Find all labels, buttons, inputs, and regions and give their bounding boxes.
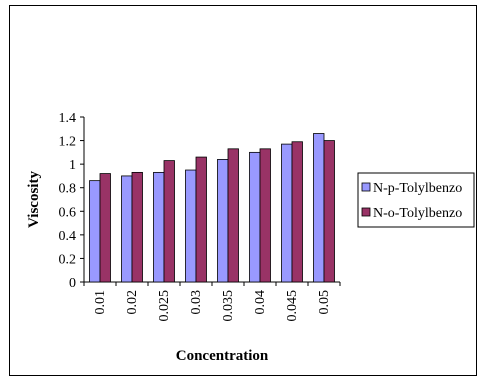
y-tick-label: 0 (69, 276, 76, 291)
y-axis-title: Viscosity (26, 171, 42, 228)
x-tick-label: 0.05 (317, 290, 332, 315)
bar-n-o-tolylbenzo-0.035 (227, 148, 239, 283)
legend: N-p-Tolylbenzo N-o-Tolylbenzo (357, 172, 475, 228)
bar-n-p-tolylbenzo-0.02 (121, 175, 133, 283)
bar-n-p-tolylbenzo-0.045 (281, 143, 293, 283)
bar-n-o-tolylbenzo-0.025 (163, 160, 175, 283)
tick-labels: 0 0.2 0.4 0.6 0.8 1 1.2 1.4 0.01 0.02 0.025 0.03 0.0… (59, 111, 333, 322)
bar-n-p-tolylbenzo-0.03 (185, 169, 197, 283)
y-tick-label: 0.8 (59, 182, 77, 197)
y-tick-label: 1.4 (59, 111, 77, 126)
legend-label-n-o-tolylbenzo: N-o-Tolylbenzo (373, 206, 462, 221)
legend-swatch-n-o-tolylbenzo (361, 207, 371, 217)
y-tick-label: 1.2 (59, 135, 77, 150)
bar-n-p-tolylbenzo-0.01 (89, 180, 101, 283)
y-tick-label: 1 (69, 158, 76, 173)
x-tick-label: 0.035 (221, 290, 236, 322)
bar-n-p-tolylbenzo-0.04 (249, 151, 261, 283)
x-tick-label: 0.01 (93, 290, 108, 315)
x-tick-label: 0.045 (285, 290, 300, 322)
bar-n-o-tolylbenzo-0.01 (99, 173, 111, 283)
bar-n-o-tolylbenzo-0.03 (195, 156, 207, 283)
bar-n-p-tolylbenzo-0.05 (313, 133, 325, 283)
x-tick-label: 0.02 (125, 290, 140, 315)
bar-n-o-tolylbenzo-0.04 (259, 148, 271, 283)
y-tick-label: 0.2 (59, 252, 77, 267)
bar-n-p-tolylbenzo-0.025 (153, 171, 165, 283)
legend-box (357, 172, 475, 228)
bar-n-o-tolylbenzo-0.02 (131, 171, 143, 283)
x-axis-title: Concentration (176, 348, 269, 364)
legend-swatch-n-p-tolylbenzo (361, 182, 371, 192)
legend-label-n-p-tolylbenzo: N-p-Tolylbenzo (373, 181, 462, 196)
x-tick-label: 0.04 (253, 290, 268, 315)
x-tick-label: 0.03 (189, 290, 204, 315)
y-tick-label: 0.6 (59, 205, 77, 220)
bar-n-o-tolylbenzo-0.05 (323, 140, 335, 283)
bar-n-p-tolylbenzo-0.035 (217, 159, 229, 283)
y-tick-label: 0.4 (59, 229, 77, 244)
bar-n-o-tolylbenzo-0.045 (291, 141, 303, 283)
x-tick-label: 0.025 (157, 290, 172, 322)
bars (89, 133, 335, 283)
